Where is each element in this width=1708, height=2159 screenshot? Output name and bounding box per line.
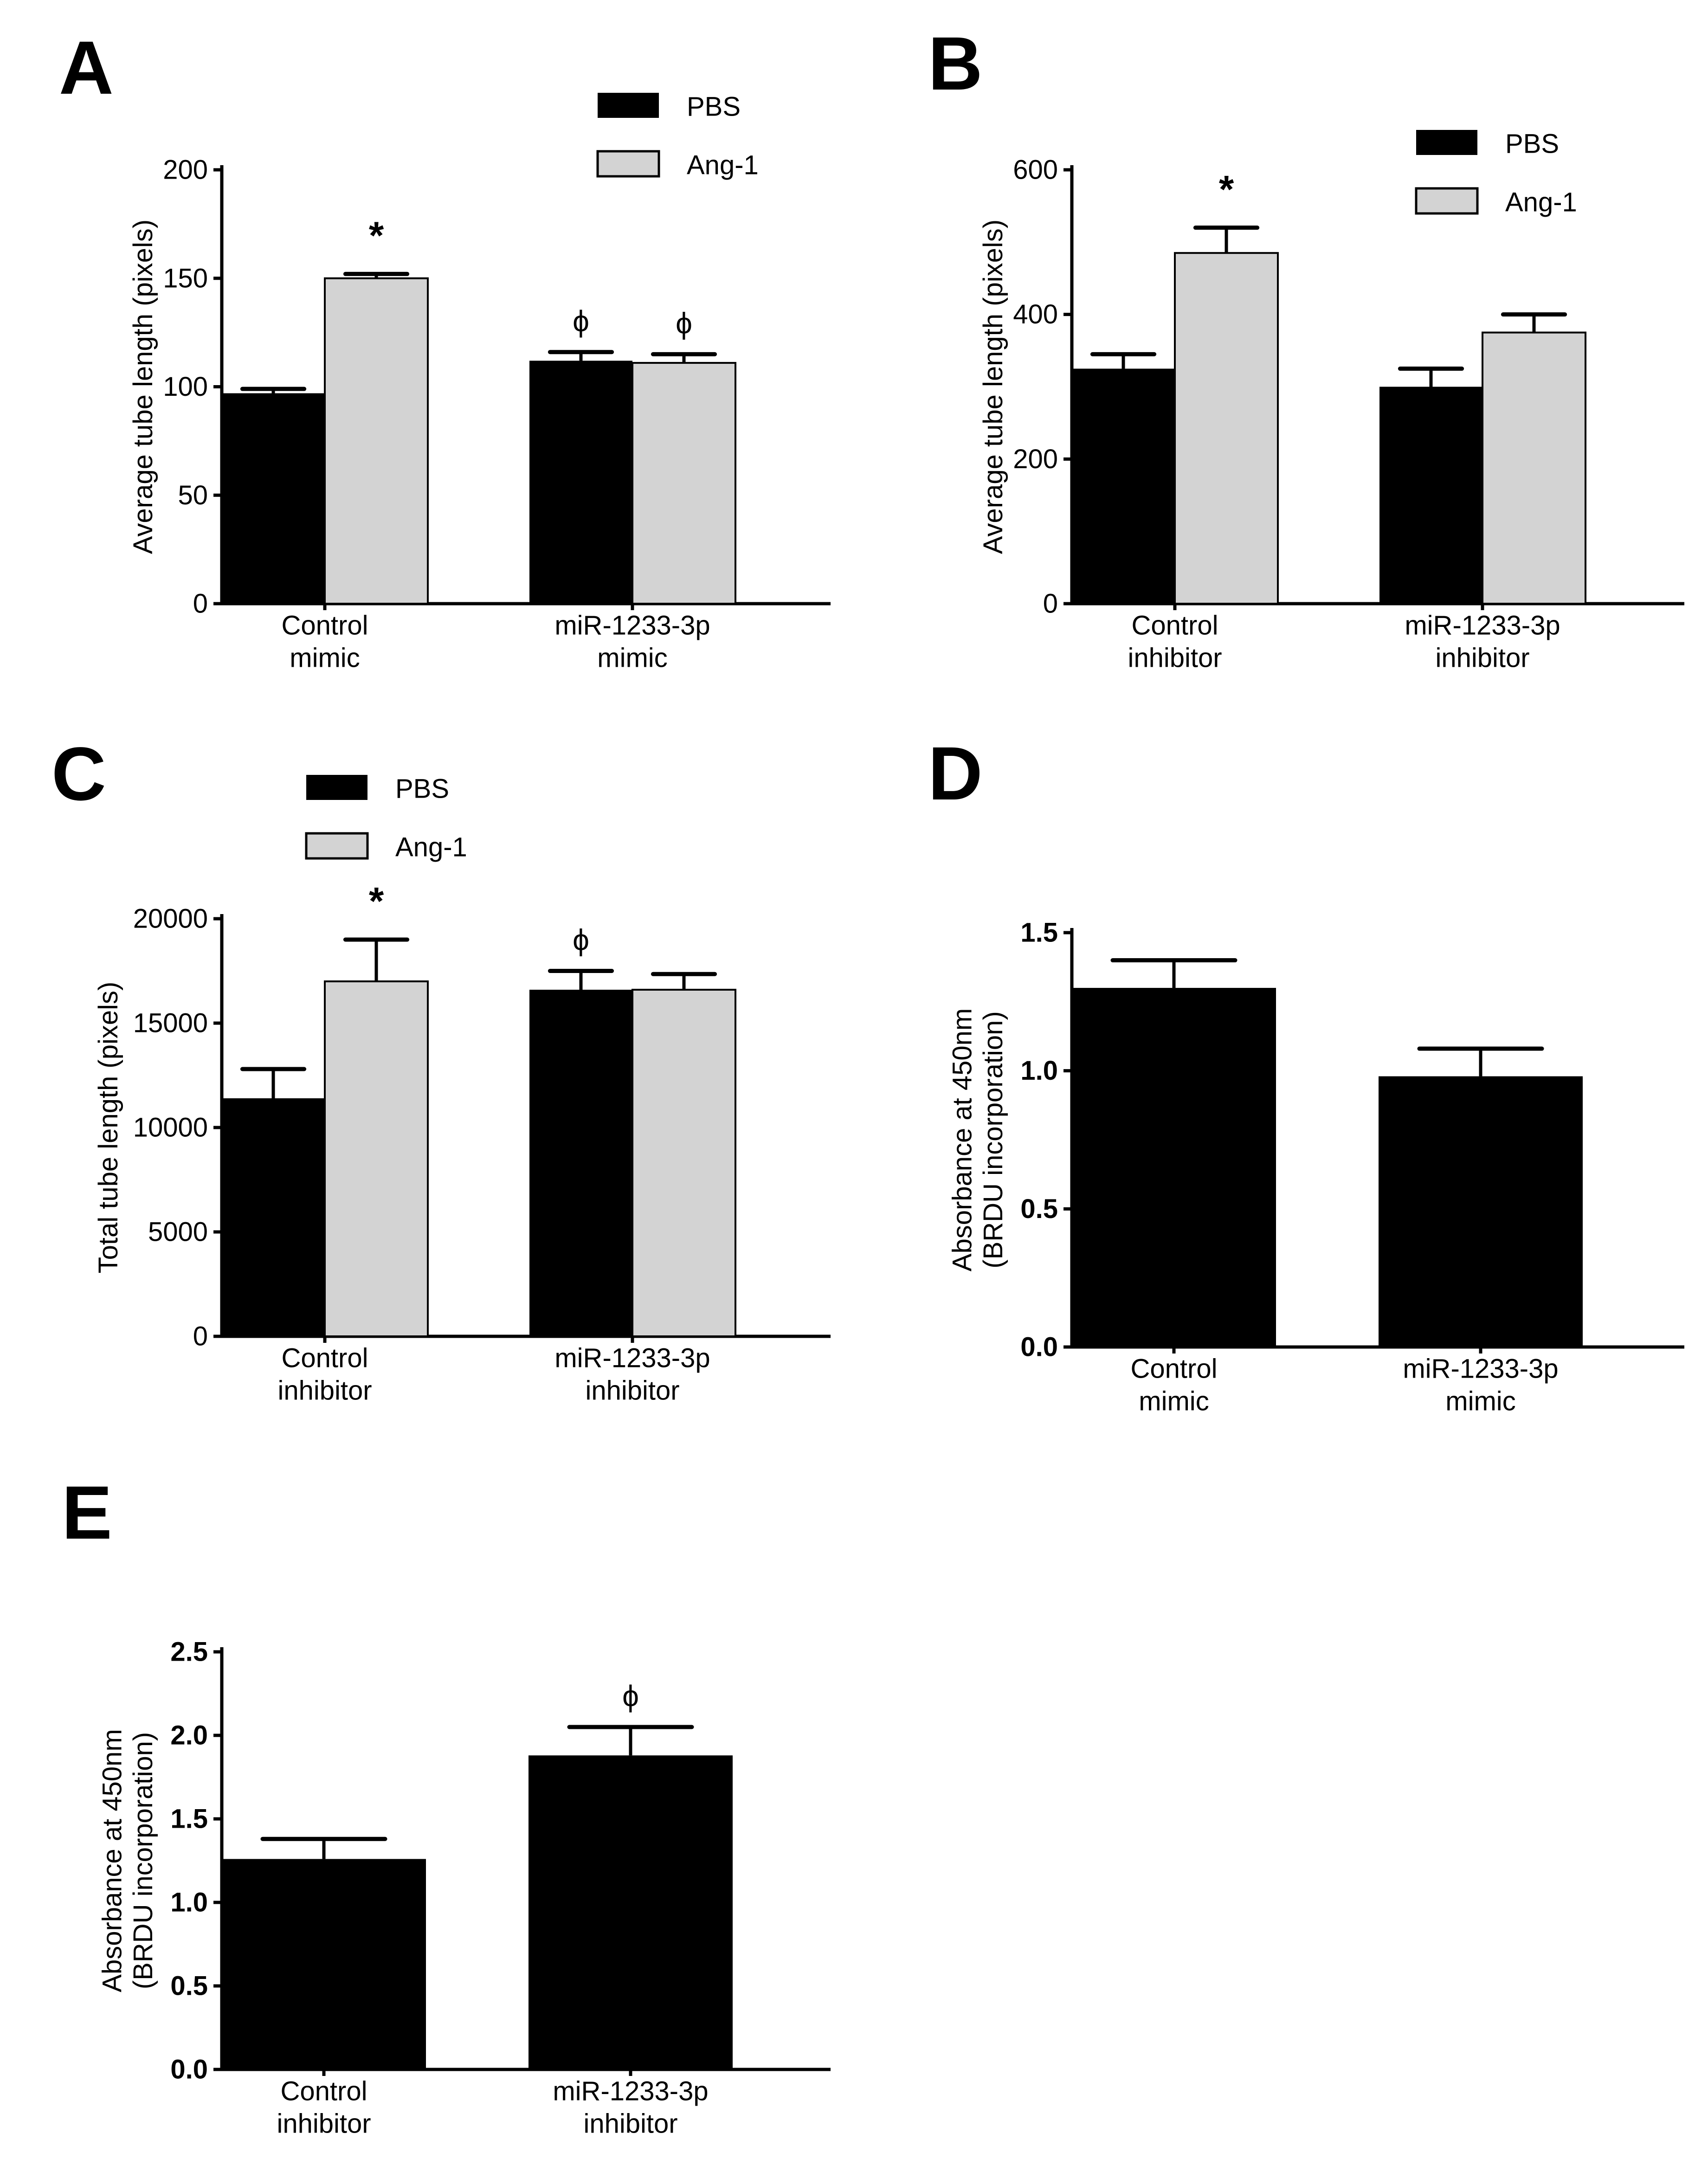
svg-text:0.5: 0.5 bbox=[170, 1971, 208, 2001]
svg-text:inhibitor: inhibitor bbox=[585, 1375, 679, 1405]
svg-text:1.5: 1.5 bbox=[170, 1804, 208, 1834]
svg-text:1.0: 1.0 bbox=[170, 1888, 208, 1918]
svg-text:inhibitor: inhibitor bbox=[1128, 643, 1222, 673]
svg-text:ϕ: ϕ bbox=[573, 923, 589, 957]
svg-text:B: B bbox=[928, 21, 983, 106]
svg-text:*: * bbox=[369, 880, 384, 923]
svg-text:Average tube length (pixels): Average tube length (pixels) bbox=[128, 219, 158, 554]
svg-text:mimic: mimic bbox=[290, 643, 360, 673]
svg-text:ϕ: ϕ bbox=[676, 307, 692, 340]
svg-text:Absorbance at 450nm: Absorbance at 450nm bbox=[947, 1008, 977, 1271]
svg-text:mimic: mimic bbox=[1445, 1386, 1515, 1416]
svg-text:PBS: PBS bbox=[395, 774, 449, 804]
svg-text:ϕ: ϕ bbox=[573, 304, 589, 338]
svg-text:0: 0 bbox=[193, 1321, 208, 1352]
svg-text:15000: 15000 bbox=[133, 1008, 208, 1038]
svg-text:0.0: 0.0 bbox=[1020, 1332, 1058, 1362]
svg-text:2.0: 2.0 bbox=[170, 1721, 208, 1751]
svg-text:1.0: 1.0 bbox=[1020, 1056, 1058, 1086]
svg-text:*: * bbox=[369, 214, 384, 257]
svg-text:Control: Control bbox=[282, 611, 368, 641]
svg-text:A: A bbox=[59, 25, 114, 110]
svg-text:0: 0 bbox=[193, 589, 208, 619]
svg-text:0: 0 bbox=[1043, 589, 1058, 619]
svg-text:D: D bbox=[928, 731, 983, 816]
svg-text:0.0: 0.0 bbox=[170, 2055, 208, 2085]
svg-text:600: 600 bbox=[1013, 155, 1058, 185]
svg-text:Control: Control bbox=[1131, 1354, 1218, 1384]
svg-text:miR-1233-3p: miR-1233-3p bbox=[1403, 1354, 1558, 1384]
svg-text:mimic: mimic bbox=[1139, 1386, 1209, 1416]
svg-text:inhibitor: inhibitor bbox=[583, 2108, 677, 2139]
svg-text:inhibitor: inhibitor bbox=[1435, 643, 1529, 673]
svg-text:Total tube length (pixels): Total tube length (pixels) bbox=[93, 982, 123, 1274]
svg-text:200: 200 bbox=[1013, 444, 1058, 474]
svg-text:10000: 10000 bbox=[133, 1113, 208, 1143]
svg-text:Control: Control bbox=[1132, 611, 1218, 641]
svg-text:PBS: PBS bbox=[687, 92, 741, 122]
svg-text:miR-1233-3p: miR-1233-3p bbox=[554, 611, 710, 641]
svg-text:E: E bbox=[62, 1470, 112, 1555]
svg-text:(BRDU incorporation): (BRDU incorporation) bbox=[978, 1011, 1008, 1268]
svg-text:Ang-1: Ang-1 bbox=[1505, 187, 1577, 218]
svg-text:inhibitor: inhibitor bbox=[277, 2108, 371, 2139]
svg-text:150: 150 bbox=[163, 263, 208, 293]
svg-text:Average tube length (pixels): Average tube length (pixels) bbox=[978, 219, 1008, 554]
svg-text:1.5: 1.5 bbox=[1020, 918, 1058, 948]
svg-text:Absorbance at 450nm: Absorbance at 450nm bbox=[97, 1729, 127, 1992]
svg-text:Ang-1: Ang-1 bbox=[395, 832, 467, 863]
svg-text:miR-1233-3p: miR-1233-3p bbox=[554, 1343, 710, 1373]
svg-text:miR-1233-3p: miR-1233-3p bbox=[1405, 611, 1560, 641]
svg-text:*: * bbox=[1219, 168, 1234, 211]
svg-text:100: 100 bbox=[163, 372, 208, 402]
svg-text:PBS: PBS bbox=[1505, 129, 1559, 159]
svg-text:200: 200 bbox=[163, 155, 208, 185]
svg-text:(BRDU incorporation): (BRDU incorporation) bbox=[128, 1732, 158, 1989]
svg-text:2.5: 2.5 bbox=[170, 1637, 208, 1667]
svg-text:ϕ: ϕ bbox=[622, 1679, 639, 1713]
svg-text:0.5: 0.5 bbox=[1020, 1194, 1058, 1224]
svg-text:inhibitor: inhibitor bbox=[277, 1375, 372, 1405]
svg-text:miR-1233-3p: miR-1233-3p bbox=[553, 2076, 708, 2107]
svg-text:Control: Control bbox=[281, 2076, 367, 2107]
svg-text:Ang-1: Ang-1 bbox=[687, 150, 759, 180]
svg-text:mimic: mimic bbox=[597, 643, 667, 673]
svg-text:5000: 5000 bbox=[148, 1217, 208, 1247]
svg-text:20000: 20000 bbox=[133, 904, 208, 934]
svg-text:50: 50 bbox=[178, 480, 208, 510]
svg-text:400: 400 bbox=[1013, 299, 1058, 329]
svg-text:Control: Control bbox=[282, 1343, 368, 1373]
svg-text:C: C bbox=[52, 731, 106, 816]
